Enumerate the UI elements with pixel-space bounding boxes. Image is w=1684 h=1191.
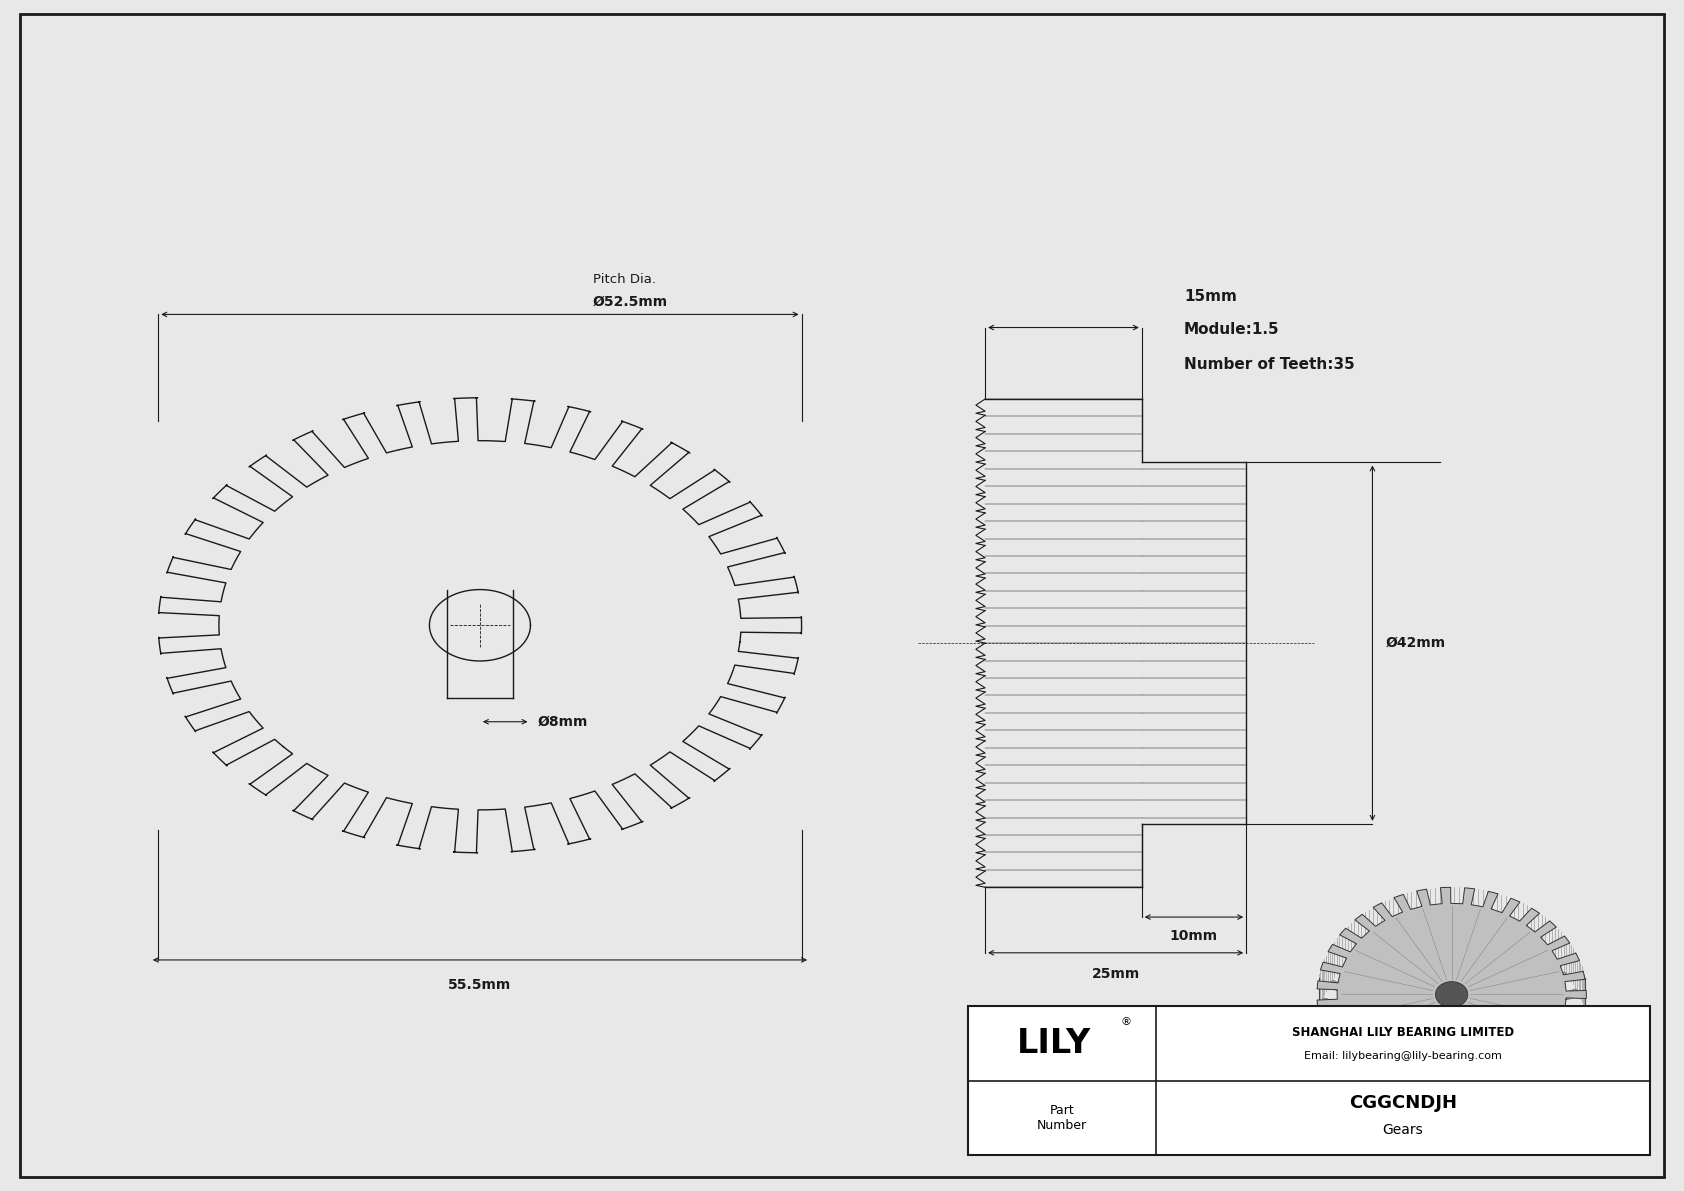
Text: Ø42mm: Ø42mm bbox=[1386, 636, 1447, 650]
Text: Email: lilybearing@lily-bearing.com: Email: lilybearing@lily-bearing.com bbox=[1303, 1050, 1502, 1060]
Text: Ø52.5mm: Ø52.5mm bbox=[593, 294, 667, 308]
Text: CGGCNDJH: CGGCNDJH bbox=[1349, 1093, 1457, 1111]
Text: Ø8mm: Ø8mm bbox=[537, 715, 588, 729]
Text: Module:1.5: Module:1.5 bbox=[1184, 322, 1280, 337]
Polygon shape bbox=[1317, 887, 1586, 1102]
Polygon shape bbox=[1317, 923, 1586, 1137]
Text: 10mm: 10mm bbox=[1170, 929, 1218, 943]
Text: 55.5mm: 55.5mm bbox=[448, 978, 512, 992]
Text: LILY: LILY bbox=[1017, 1027, 1091, 1060]
Text: Number of Teeth:35: Number of Teeth:35 bbox=[1184, 357, 1354, 373]
Ellipse shape bbox=[1435, 981, 1468, 1008]
Text: Pitch Dia.: Pitch Dia. bbox=[593, 273, 655, 286]
Text: 15mm: 15mm bbox=[1184, 288, 1236, 304]
Text: ®: ® bbox=[1120, 1017, 1132, 1027]
Text: Part
Number: Part Number bbox=[1037, 1104, 1088, 1133]
Text: 25mm: 25mm bbox=[1091, 967, 1140, 981]
Text: SHANGHAI LILY BEARING LIMITED: SHANGHAI LILY BEARING LIMITED bbox=[1292, 1027, 1514, 1040]
Text: Gears: Gears bbox=[1383, 1123, 1423, 1137]
Bar bbox=[968, 1006, 1650, 1155]
